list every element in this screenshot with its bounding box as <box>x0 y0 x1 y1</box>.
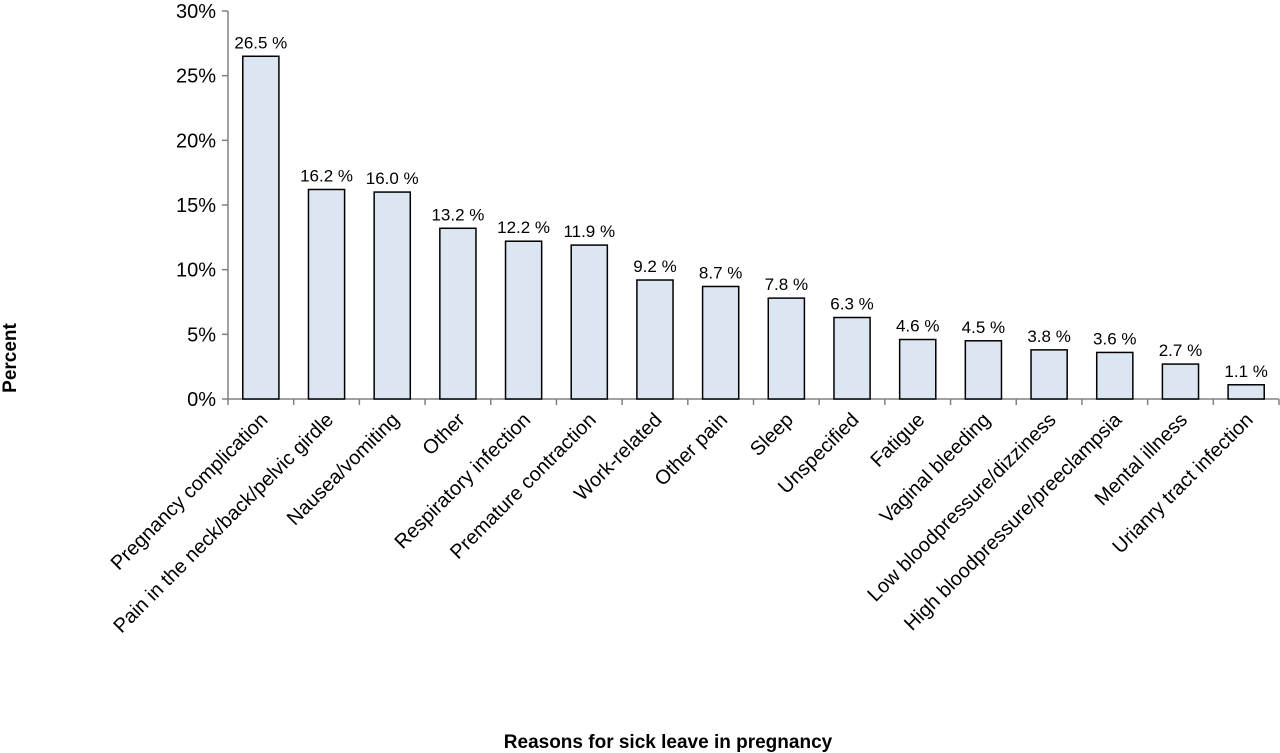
y-tick-label: 0% <box>187 389 216 411</box>
data-label: 9.2 % <box>633 257 676 276</box>
data-label: 16.0 % <box>366 169 419 188</box>
bar <box>307 188 346 400</box>
bar <box>504 240 543 400</box>
y-tick-label: 30% <box>176 1 216 23</box>
x-axis <box>227 398 1280 405</box>
bar <box>242 55 280 400</box>
data-label: 7.8 % <box>765 275 808 294</box>
category-label: Vaginal bleeding <box>876 409 995 528</box>
category-label: Other <box>419 409 470 460</box>
data-label: 4.5 % <box>962 318 1005 337</box>
category-label: Sleep <box>746 409 798 461</box>
bar <box>570 244 609 400</box>
data-label: 13.2 % <box>431 205 484 224</box>
bar <box>1161 363 1200 400</box>
y-axis: 0% 5% 10% 15% 20% 25% 30% <box>176 1 229 411</box>
y-tick-label: 10% <box>176 260 216 282</box>
category-label: Fatigue <box>867 409 930 472</box>
data-label: 3.6 % <box>1093 329 1136 348</box>
y-axis-title: Percent <box>0 322 21 392</box>
bar <box>636 279 674 400</box>
bar <box>439 227 477 400</box>
bar <box>373 191 412 400</box>
y-tick-label: 25% <box>176 66 216 88</box>
bar <box>1030 349 1068 400</box>
bar <box>701 285 740 400</box>
data-label: 3.8 % <box>1027 327 1070 346</box>
data-label: 8.7 % <box>699 263 742 282</box>
y-tick-label: 15% <box>176 195 216 217</box>
category-label: Nausea/vomiting <box>283 409 404 530</box>
bar <box>1095 351 1134 400</box>
data-label: 16.2 % <box>300 166 353 185</box>
x-axis-title: Reasons for sick leave in pregnancy <box>504 732 833 753</box>
bars <box>242 55 1265 400</box>
bar <box>1227 384 1265 400</box>
data-label: 4.6 % <box>896 317 939 336</box>
data-label: 26.5 % <box>234 33 287 52</box>
y-tick-label: 5% <box>187 324 216 346</box>
data-labels: 26.5 % 16.2 % 16.0 % 13.2 % 12.2 % 11.9 % 9.2 … <box>234 33 1268 381</box>
data-label: 11.9 % <box>563 222 615 241</box>
y-tick-label: 20% <box>176 130 216 152</box>
data-label: 2.7 % <box>1159 341 1202 360</box>
bar <box>898 338 937 400</box>
data-label: 6.3 % <box>830 295 873 314</box>
bar <box>767 297 806 400</box>
data-label: 12.2 % <box>497 218 550 237</box>
data-label: 1.1 % <box>1224 362 1267 381</box>
bar <box>964 340 1003 400</box>
bar <box>833 316 871 400</box>
